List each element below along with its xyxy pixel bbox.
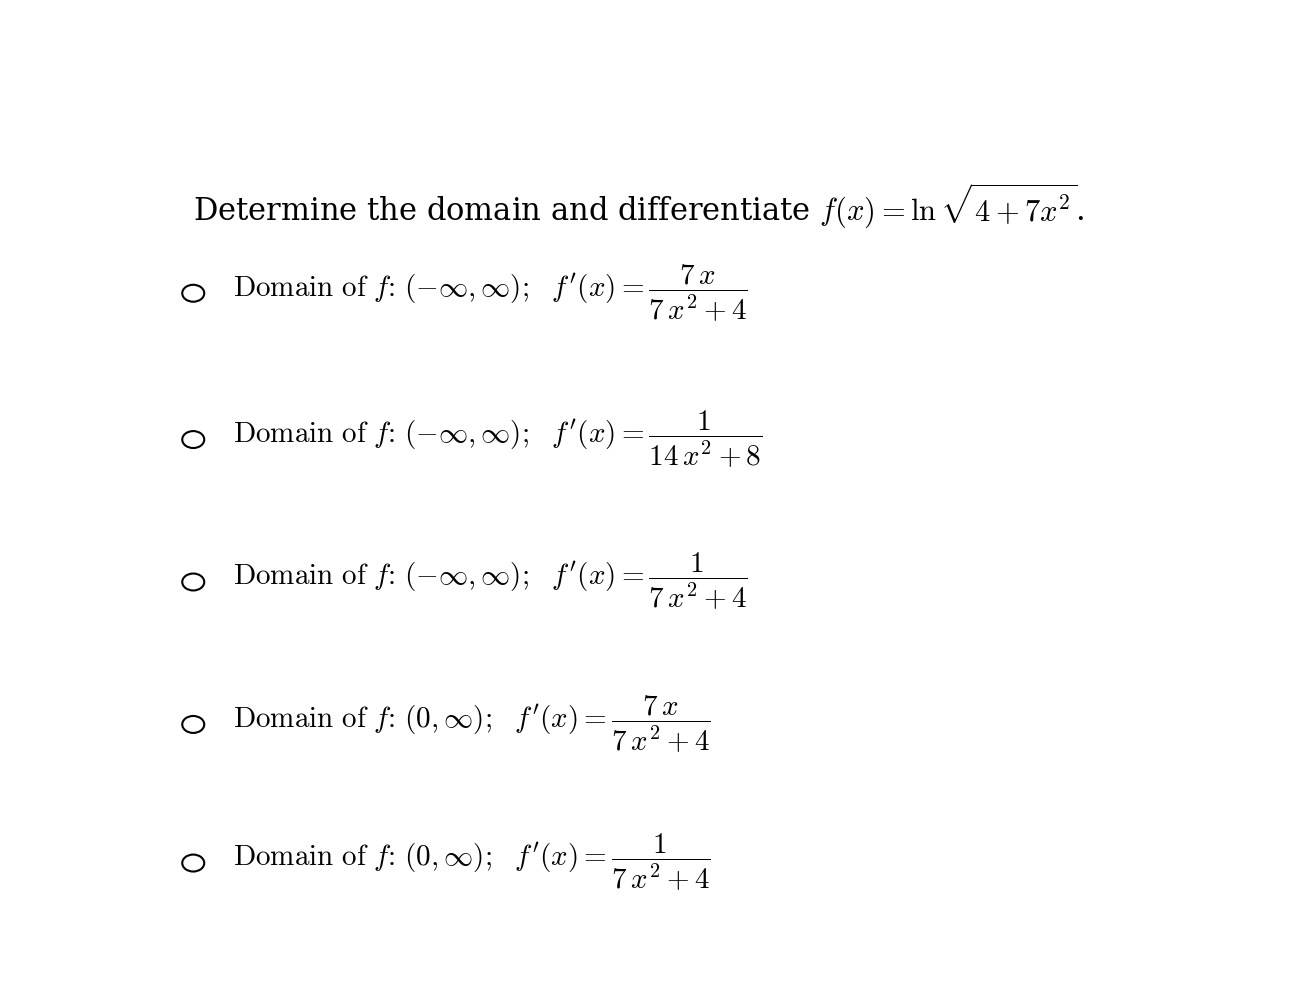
Text: $\mathrm{Domain\ of}\ f\colon\ (0, \infty);\ \ f'(x) = \dfrac{1}{7\,x^2 + 4}$: $\mathrm{Domain\ of}\ f\colon\ (0, \inft…	[233, 833, 711, 893]
Text: $\mathrm{Domain\ of}\ f\colon\ (-\infty, \infty);\ \ f'(x) = \dfrac{1}{7\,x^2 + : $\mathrm{Domain\ of}\ f\colon\ (-\infty,…	[233, 552, 748, 612]
Text: $\mathrm{Domain\ of}\ f\colon\ (-\infty, \infty);\ \ f'(x) = \dfrac{1}{14\,x^2 +: $\mathrm{Domain\ of}\ f\colon\ (-\infty,…	[233, 410, 762, 470]
Text: Determine the domain and differentiate $f(x) = \ln \sqrt{4 + 7x^2}$.: Determine the domain and differentiate $…	[194, 182, 1085, 231]
Text: $\mathrm{Domain\ of}\ f\colon\ (-\infty, \infty);\ \ f'(x) = \dfrac{7\,x}{7\,x^2: $\mathrm{Domain\ of}\ f\colon\ (-\infty,…	[233, 263, 748, 324]
Text: $\mathrm{Domain\ of}\ f\colon\ (0, \infty);\ \ f'(x) = \dfrac{7\,x}{7\,x^2 + 4}$: $\mathrm{Domain\ of}\ f\colon\ (0, \inft…	[233, 694, 711, 755]
